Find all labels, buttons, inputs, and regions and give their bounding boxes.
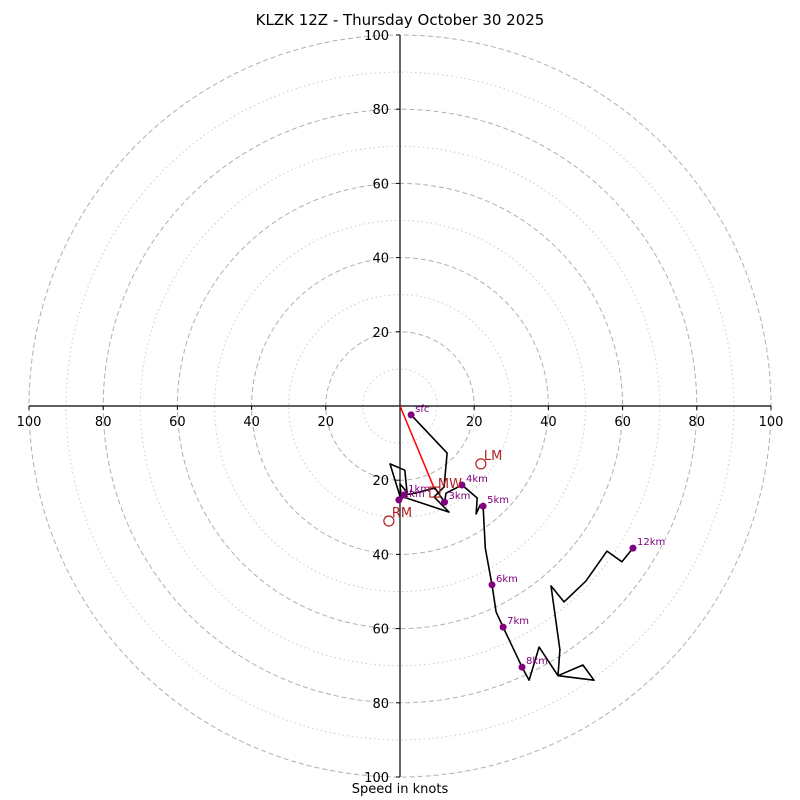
height-marker-7km: [499, 623, 507, 631]
height-marker-2km: [395, 496, 403, 504]
y-tick-label: 20: [372, 326, 389, 341]
y-tick-label: 100: [364, 29, 389, 44]
height-marker-label: 6km: [496, 574, 518, 585]
y-tick-label: 60: [372, 623, 389, 638]
height-marker-5km: [479, 502, 487, 510]
storm-motion-marker-LM: [475, 458, 487, 470]
x-tick-label: 60: [169, 415, 186, 430]
y-tick-label: 60: [372, 177, 389, 192]
x-tick-label: 80: [95, 415, 112, 430]
height-marker-3km: [441, 498, 449, 506]
height-marker-6km: [488, 581, 496, 589]
storm-motion-markers: LM RM MW: [383, 449, 502, 527]
storm-motion-label: RM: [392, 506, 412, 521]
y-tick-label: 20: [372, 474, 389, 489]
x-tick-label: 60: [614, 415, 631, 430]
height-marker-1km: [400, 491, 408, 499]
x-tick-label: 20: [466, 415, 483, 430]
height-marker-12km: [629, 544, 637, 552]
hodograph-trace: [389, 405, 634, 682]
hodograph-line: [389, 414, 634, 682]
height-marker-4km: [458, 481, 466, 489]
y-tick-label: 100: [364, 771, 389, 786]
x-tick-label: 40: [540, 415, 557, 430]
storm-motion-label: LM: [484, 449, 502, 464]
x-tick-label: 40: [243, 415, 260, 430]
storm-motion-marker-MW: [429, 486, 441, 498]
y-tick-label: 40: [372, 252, 389, 267]
shear-vector: [399, 405, 436, 491]
height-marker-label: 8km: [526, 656, 548, 667]
height-marker-label: 4km: [466, 474, 488, 485]
height-marker-label: 5km: [487, 495, 509, 506]
tick-labels: 100 80 60 40 20 20 40 60 80 100 20 20 40 40 60 60 80 80 10…: [17, 29, 784, 786]
height-marker-label: 12km: [637, 537, 665, 548]
x-tick-label: 80: [689, 415, 706, 430]
x-tick-label: 20: [318, 415, 335, 430]
height-marker-8km: [518, 663, 526, 671]
storm-motion-marker-RM: [383, 515, 395, 527]
storm-motion-label: MW: [438, 477, 462, 492]
y-tick-label: 40: [372, 548, 389, 563]
height-marker-sfc: [407, 411, 415, 419]
y-tick-label: 80: [372, 697, 389, 712]
height-marker-label: 7km: [507, 616, 529, 627]
x-tick-label: 100: [17, 415, 42, 430]
height-marker-label: 3km: [449, 491, 471, 502]
chart-title: KLZK 12Z - Thursday October 30 2025: [255, 11, 545, 29]
height-marker-label: 1km: [408, 484, 430, 495]
x-tick-label: 100: [759, 415, 784, 430]
x-axis-label: Speed in knots: [351, 782, 449, 797]
height-marker-label: 2km: [403, 489, 425, 500]
y-tick-label: 80: [372, 103, 389, 118]
height-marker-label: sfc: [415, 404, 429, 415]
